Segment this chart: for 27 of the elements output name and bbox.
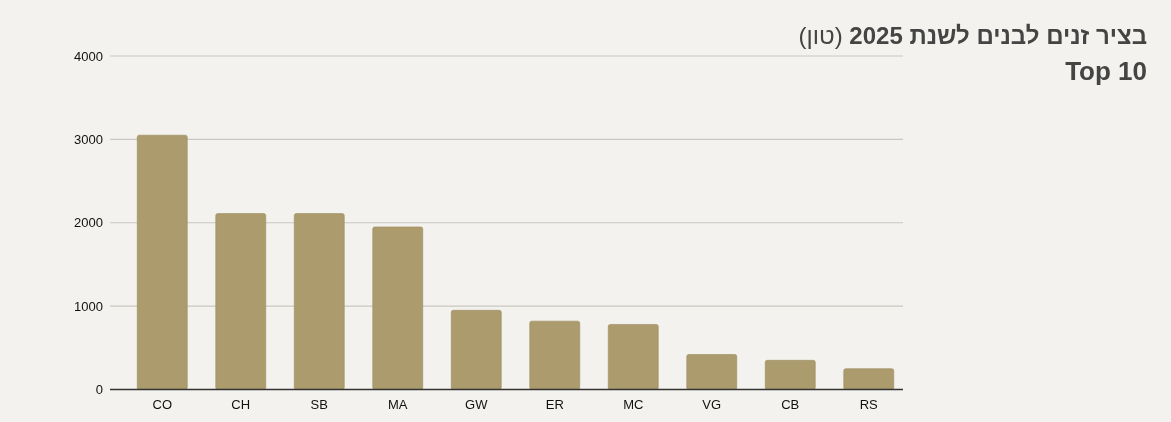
y-tick-label: 2000 — [74, 215, 103, 231]
x-tick-label: SB — [310, 397, 328, 412]
x-tick-label: CO — [152, 397, 172, 412]
y-tick-label: 1000 — [74, 298, 103, 314]
x-tick-label: VG — [702, 397, 722, 412]
bar — [529, 320, 581, 390]
x-tick-label: ER — [545, 397, 564, 412]
bar — [450, 309, 502, 390]
text: בציר זנים לבנים לשנת 2025 (טון) — [798, 22, 1147, 49]
bar — [293, 213, 345, 390]
bar — [215, 213, 267, 390]
y-tick-label: 0 — [95, 382, 103, 397]
bar — [686, 353, 738, 390]
bar — [607, 323, 659, 390]
x-tick-label: MC — [623, 397, 644, 412]
bar — [843, 368, 895, 390]
text: Top 10 — [1065, 56, 1147, 86]
x-tick-label: CB — [781, 397, 800, 412]
bar — [764, 359, 816, 390]
x-tick-label: CH — [231, 397, 251, 412]
y-tick-label: 4000 — [74, 48, 103, 64]
bar — [372, 226, 424, 390]
y-tick-label: 3000 — [74, 131, 103, 147]
x-tick-label: GW — [465, 397, 489, 412]
x-tick-label: RS — [859, 397, 879, 412]
bar — [136, 134, 188, 390]
x-tick-label: MA — [388, 397, 408, 412]
